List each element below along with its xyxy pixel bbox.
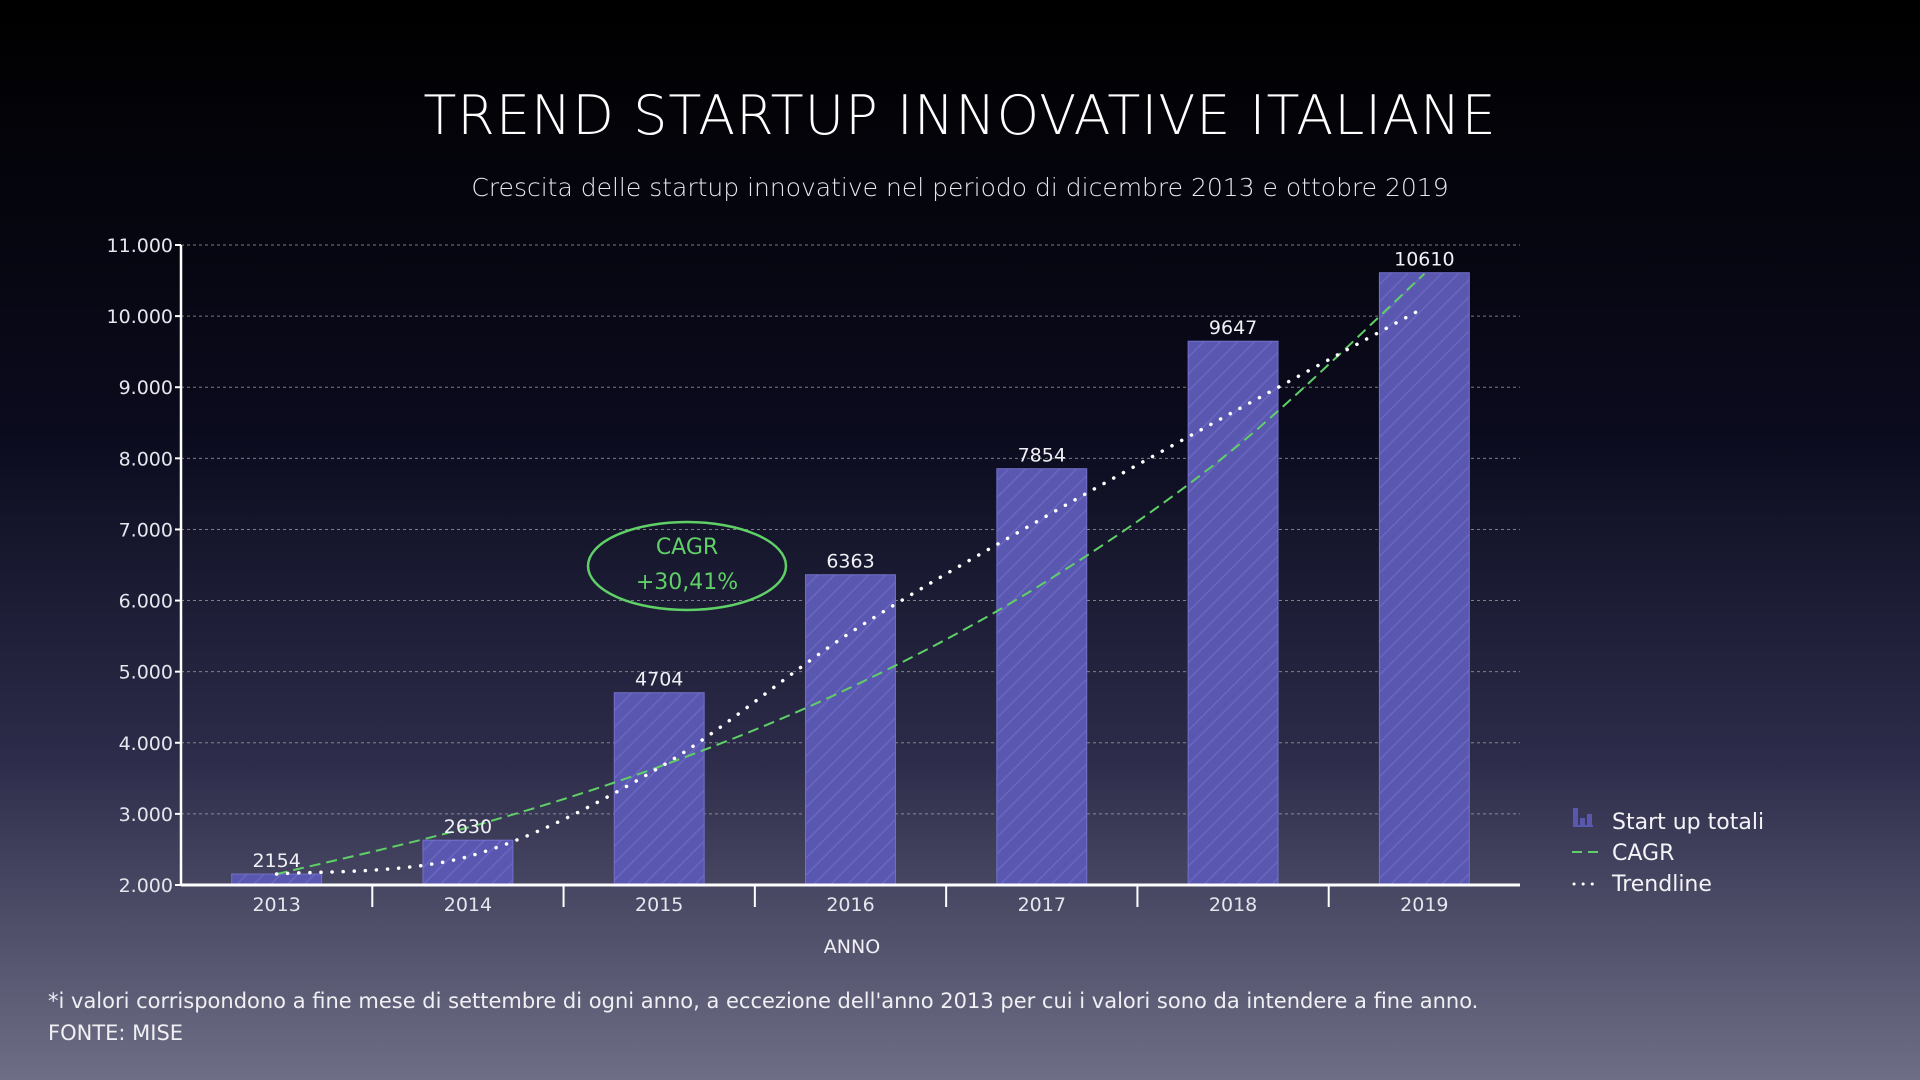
y-tick-label: 2.000 bbox=[119, 875, 173, 897]
data-label: 6363 bbox=[826, 551, 874, 573]
legend-item-cagr: CAGR bbox=[1572, 841, 1674, 866]
y-tick-label: 11.000 bbox=[107, 235, 173, 257]
x-tick-label: 2018 bbox=[1209, 894, 1257, 916]
source-note: FONTE: MISE bbox=[48, 1021, 183, 1045]
x-tick-label: 2014 bbox=[444, 894, 492, 916]
chart-title: TREND STARTUP INNOVATIVE ITALIANE bbox=[423, 84, 1496, 147]
chart-subtitle: Crescita delle startup innovative nel pe… bbox=[471, 173, 1448, 202]
bar-chart-icon bbox=[1573, 808, 1593, 827]
legend-item-bars: Start up totali bbox=[1573, 808, 1764, 835]
y-tick-label: 4.000 bbox=[119, 733, 173, 755]
data-label: 2630 bbox=[444, 816, 492, 838]
data-label: 7854 bbox=[1018, 445, 1066, 467]
legend-label-cagr: CAGR bbox=[1612, 841, 1674, 866]
data-label: 10610 bbox=[1394, 249, 1454, 271]
cagr-callout-label: CAGR bbox=[656, 535, 718, 560]
bar bbox=[1378, 272, 1470, 886]
data-label: 4704 bbox=[635, 669, 683, 691]
cagr-callout-ellipse bbox=[586, 520, 788, 612]
cagr-line bbox=[276, 273, 1426, 876]
legend-label-bars: Start up totali bbox=[1612, 810, 1764, 835]
y-axis-ticks: 2.000 3.000 4.000 5.000 6.000 7.000 8.000 9.000… bbox=[107, 235, 181, 897]
y-tick-label: 9.000 bbox=[119, 377, 173, 399]
x-axis-title: ANNO bbox=[824, 936, 880, 958]
legend-item-trendline: Trendline bbox=[1572, 872, 1712, 897]
y-tick-label: 10.000 bbox=[107, 306, 173, 328]
bar bbox=[613, 692, 705, 886]
y-tick-label: 6.000 bbox=[119, 591, 173, 613]
bar bbox=[996, 468, 1088, 886]
y-tick-label: 8.000 bbox=[119, 448, 173, 470]
bar bbox=[805, 574, 896, 886]
x-tick-label: 2015 bbox=[635, 894, 683, 916]
footnote: *i valori corrispondono a fine mese di s… bbox=[48, 989, 1478, 1013]
grid-lines bbox=[181, 244, 1520, 815]
legend: Start up totali CAGR Trendline bbox=[1572, 808, 1764, 897]
axes bbox=[179, 245, 1520, 887]
cagr-callout-value: +30,41% bbox=[636, 570, 738, 595]
y-tick-label: 5.000 bbox=[119, 662, 173, 684]
x-tick-label: 2016 bbox=[826, 894, 874, 916]
data-label: 9647 bbox=[1209, 317, 1257, 339]
x-axis-ticks: 2013 2014 2015 2016 2017 2018 2019 bbox=[252, 885, 1449, 916]
data-label: 2154 bbox=[252, 850, 300, 872]
x-tick-label: 2013 bbox=[252, 894, 300, 916]
legend-label-trendline: Trendline bbox=[1611, 872, 1712, 897]
series-lines bbox=[274, 273, 1427, 876]
bars bbox=[231, 272, 1470, 886]
y-tick-label: 7.000 bbox=[119, 519, 173, 541]
x-tick-label: 2017 bbox=[1018, 894, 1066, 916]
bar bbox=[422, 839, 514, 886]
data-labels: 2154 2630 4704 6363 7854 9647 10610 bbox=[252, 249, 1454, 872]
bar bbox=[1187, 340, 1279, 886]
cagr-callout: CAGR +30,41% bbox=[586, 520, 788, 612]
x-tick-label: 2019 bbox=[1400, 894, 1448, 916]
y-tick-label: 3.000 bbox=[119, 804, 173, 826]
